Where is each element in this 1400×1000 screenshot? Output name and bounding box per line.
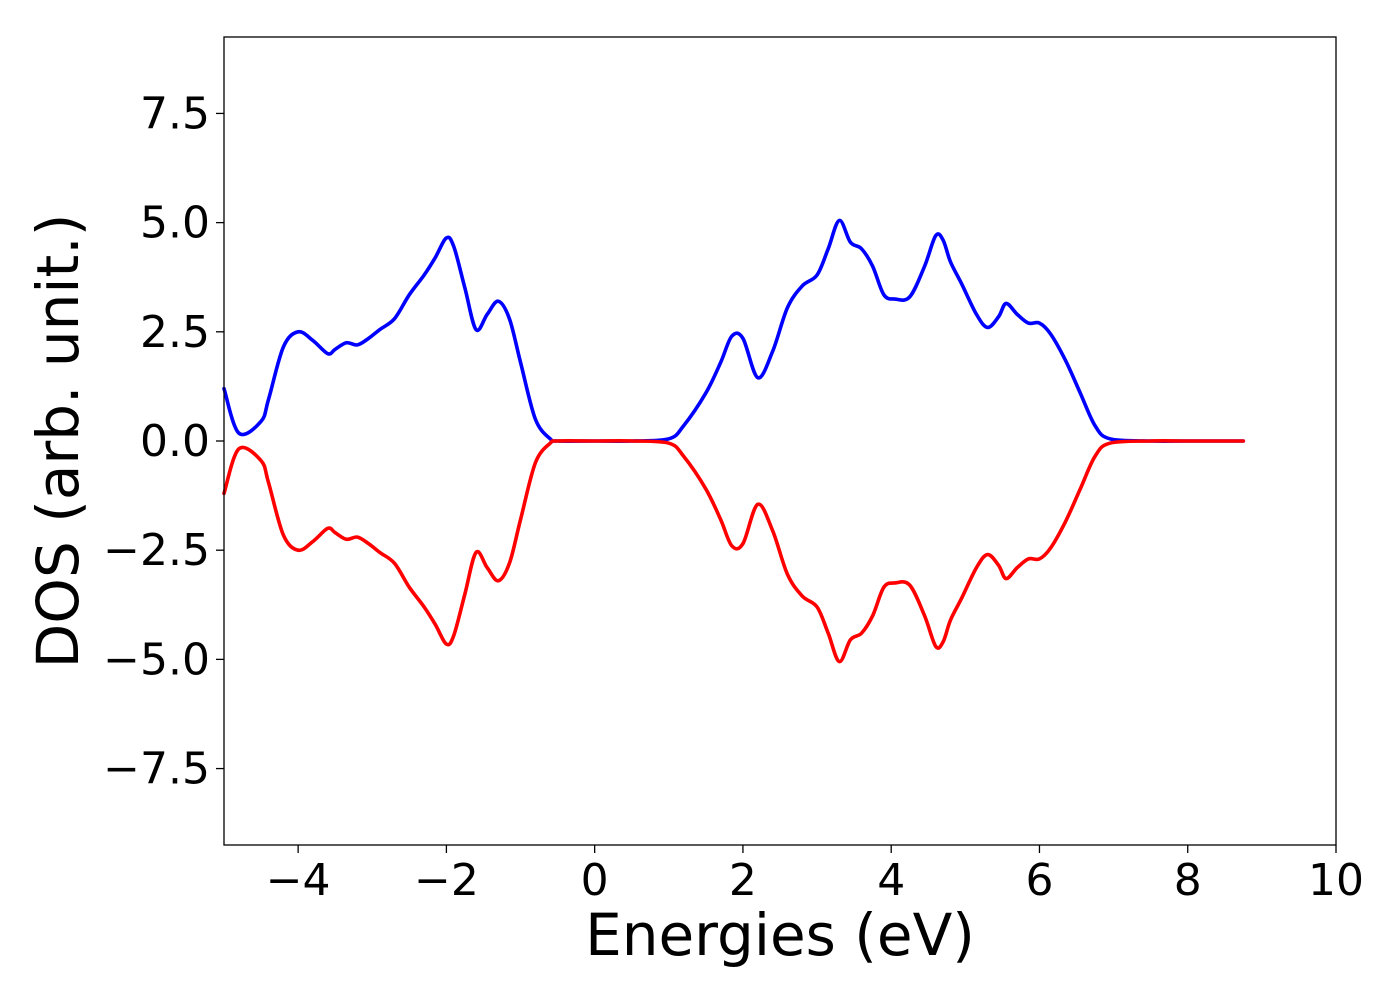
y-tick-label: 0.0 bbox=[140, 416, 210, 467]
y-tick-label: −5.0 bbox=[103, 634, 210, 685]
y-tick-label: 5.0 bbox=[140, 198, 210, 249]
x-tick-label: −2 bbox=[414, 855, 479, 906]
y-tick-label: −7.5 bbox=[103, 744, 210, 795]
x-tick-label: 2 bbox=[729, 855, 757, 906]
plot-area bbox=[222, 36, 1337, 846]
series-layer bbox=[222, 218, 1246, 664]
y-axis: 7.5 5.0 2.5 0.0 −2.5 −5.0 −7.5 bbox=[103, 88, 224, 795]
series-line-positive bbox=[222, 218, 1246, 443]
y-tick-label: 2.5 bbox=[140, 307, 210, 358]
x-tick-label: 10 bbox=[1308, 855, 1364, 906]
x-axis-title: Energies (eV) bbox=[585, 901, 975, 969]
y-tick-label: 7.5 bbox=[140, 88, 210, 139]
series-line-negative bbox=[222, 439, 1246, 664]
x-axis: −4 −2 0 2 4 6 8 10 bbox=[266, 845, 1364, 906]
y-axis-title: DOS (arb. unit.) bbox=[24, 214, 92, 669]
x-tick-label: −4 bbox=[266, 855, 331, 906]
x-tick-label: 4 bbox=[877, 855, 905, 906]
x-tick-label: 6 bbox=[1025, 855, 1053, 906]
x-tick-label: 8 bbox=[1174, 855, 1202, 906]
x-tick-label: 0 bbox=[581, 855, 609, 906]
y-tick-label: −2.5 bbox=[103, 525, 210, 576]
